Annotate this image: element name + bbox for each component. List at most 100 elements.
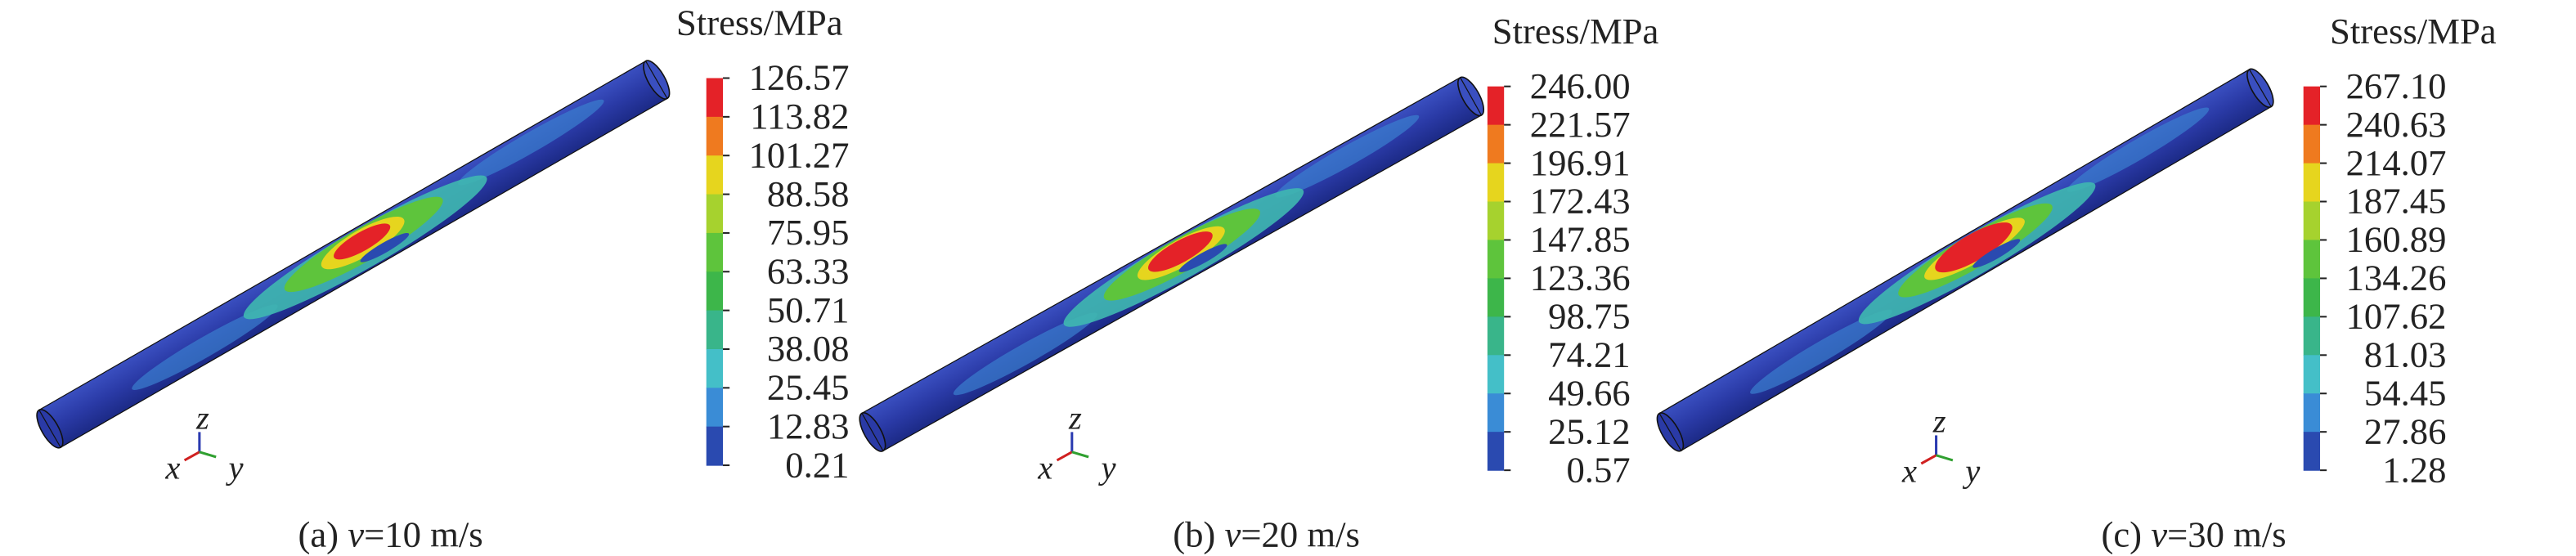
axis-x xyxy=(1920,454,1937,465)
caption-label: (a) xyxy=(298,514,348,555)
axis-z-label: z xyxy=(195,399,209,436)
axis-x-label: x xyxy=(164,449,180,486)
legend-label: 214.07 xyxy=(2346,142,2447,183)
colorbar-band xyxy=(706,388,724,428)
pipe xyxy=(1656,68,2274,452)
pipe-outline xyxy=(1658,69,2273,452)
contour xyxy=(334,223,391,260)
colorbar-band xyxy=(1487,201,1505,241)
legend-label: 27.86 xyxy=(2364,410,2447,451)
axis-z-label: z xyxy=(1068,399,1082,436)
legend-label: 160.89 xyxy=(2346,219,2447,260)
colorbar-band xyxy=(1487,316,1505,356)
caption: (a) v=10 m/s xyxy=(298,514,482,555)
legend-label: 25.12 xyxy=(1548,410,1631,451)
colorbar-band xyxy=(1487,86,1505,126)
legend-label: 25.45 xyxy=(767,367,850,408)
colorbar-band xyxy=(706,426,724,466)
legend-label: 101.27 xyxy=(749,134,850,175)
axis-y-label: y xyxy=(226,449,245,486)
legend-label: 246.00 xyxy=(1530,65,1631,106)
colorbar-band xyxy=(2303,432,2321,471)
legend-label: 75.95 xyxy=(767,212,850,253)
axis-y xyxy=(199,451,217,459)
legend-label: 221.57 xyxy=(1530,104,1631,145)
contour xyxy=(1147,231,1213,272)
pipe xyxy=(859,76,1485,452)
panel: Stress/MPa 267.10240.63214.07187.45160.89… xyxy=(1656,11,2497,555)
panel: Stress/MPa 246.00221.57196.91172.43147.85… xyxy=(859,11,1659,555)
colorbar-band xyxy=(1487,124,1505,164)
legend-label: 126.57 xyxy=(749,57,850,98)
colorbar-band xyxy=(1487,355,1505,394)
colorbar-band xyxy=(706,348,724,388)
colorbar-band xyxy=(2303,86,2321,126)
caption-label: (b) xyxy=(1173,514,1224,555)
legend-label: 63.33 xyxy=(767,251,850,292)
legend-label: 98.75 xyxy=(1548,296,1631,337)
colorbar-band xyxy=(2303,124,2321,164)
contour xyxy=(953,312,1097,396)
caption-label: (c) xyxy=(2101,514,2151,555)
legend-label: 74.21 xyxy=(1548,334,1631,375)
colorbar-band xyxy=(2303,393,2321,433)
colorbar-band xyxy=(2303,240,2321,280)
colorbar-band xyxy=(706,271,724,312)
axis-y-label: y xyxy=(1097,449,1116,486)
colorbar-band xyxy=(1487,240,1505,280)
caption-value: =30 m/s xyxy=(2167,514,2287,555)
pipe-outline xyxy=(38,60,668,449)
caption: (b) v=20 m/s xyxy=(1173,514,1360,555)
panel: Stress/MPa 126.57113.82101.2788.5875.9563… xyxy=(36,2,850,555)
colorbar-band xyxy=(1487,432,1505,471)
legend-label: 147.85 xyxy=(1530,219,1631,260)
legend-label: 240.63 xyxy=(2346,104,2447,145)
legend-label: 49.66 xyxy=(1548,372,1631,413)
legend-label: 0.57 xyxy=(1566,449,1630,490)
legend-label: 134.26 xyxy=(2346,258,2447,298)
legend-label: 172.43 xyxy=(1530,181,1631,222)
axis-x xyxy=(183,451,200,462)
contour xyxy=(1275,114,1420,198)
legend-label: 123.36 xyxy=(1530,258,1631,298)
legend-title: Stress/MPa xyxy=(2330,11,2497,52)
caption-value: =10 m/s xyxy=(364,514,483,555)
contour xyxy=(1935,222,2013,273)
pipe-outline xyxy=(861,77,1483,452)
colorbar-band xyxy=(706,116,724,156)
contour xyxy=(1750,309,1892,394)
legend-label: 107.62 xyxy=(2346,296,2447,337)
legend-label: 0.21 xyxy=(785,444,849,485)
axis-y xyxy=(1071,451,1089,459)
legend-label: 267.10 xyxy=(2346,65,2447,106)
caption-value: =20 m/s xyxy=(1241,514,1360,555)
legend-label: 54.45 xyxy=(2364,372,2447,413)
colorbar-band xyxy=(706,232,724,272)
colorbar-band xyxy=(1487,163,1505,203)
legend-label: 50.71 xyxy=(767,289,850,330)
axis-y-label: y xyxy=(1962,452,1981,489)
colorbar-band xyxy=(706,155,724,195)
legend-label: 38.08 xyxy=(767,328,850,369)
legend-label: 1.28 xyxy=(2382,449,2446,490)
legend-title: Stress/MPa xyxy=(676,2,843,43)
axis-x xyxy=(1056,451,1073,462)
colorbar-band xyxy=(706,194,724,234)
contour xyxy=(2067,107,2210,192)
axis-x-label: x xyxy=(1037,449,1052,486)
pipe xyxy=(36,60,671,449)
colorbar-band xyxy=(1487,278,1505,317)
legend-title: Stress/MPa xyxy=(1492,11,1659,52)
legend-label: 81.03 xyxy=(2364,334,2447,375)
colorbar-band xyxy=(2303,316,2321,356)
colorbar-band xyxy=(2303,355,2321,394)
colorbar-band xyxy=(706,78,724,118)
caption-var: v xyxy=(348,514,364,555)
contour xyxy=(132,304,278,390)
legend-label: 196.91 xyxy=(1530,142,1631,183)
colorbar-band xyxy=(2303,278,2321,317)
caption-var: v xyxy=(2151,514,2167,555)
colorbar-band xyxy=(2303,201,2321,241)
axis-z-label: z xyxy=(1932,402,1946,439)
